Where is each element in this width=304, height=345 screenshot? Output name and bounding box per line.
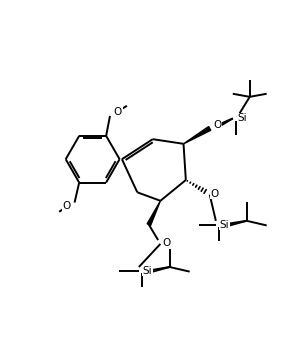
Polygon shape <box>184 127 211 144</box>
Text: O: O <box>162 238 170 248</box>
Text: O: O <box>62 201 71 211</box>
Text: O: O <box>210 189 219 199</box>
Text: O: O <box>114 107 122 117</box>
Polygon shape <box>147 201 161 226</box>
Text: O: O <box>213 120 222 130</box>
Text: Si: Si <box>237 114 247 124</box>
Text: Si: Si <box>220 220 229 230</box>
Text: Si: Si <box>143 266 152 276</box>
